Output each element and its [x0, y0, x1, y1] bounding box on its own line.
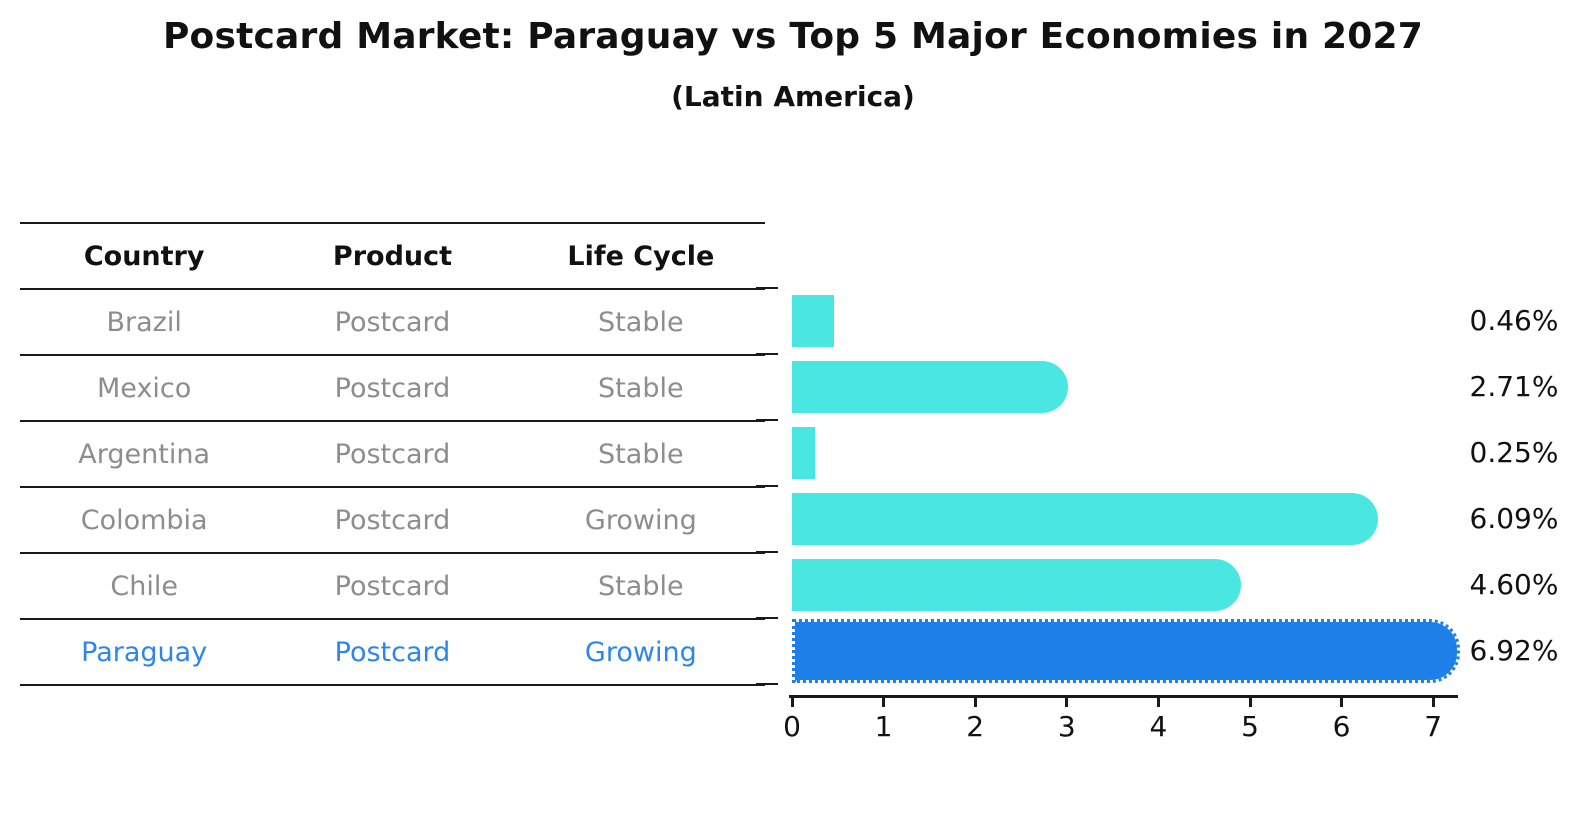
- table-cell-product: Postcard: [334, 570, 451, 602]
- table-cell-country: Paraguay: [81, 636, 208, 668]
- table-header-row: Country Product Life Cycle: [20, 224, 765, 290]
- value-label: 0.25%: [1469, 436, 1559, 469]
- x-axis-tick-label: 3: [1057, 710, 1076, 743]
- bar-paraguay: [792, 619, 1460, 683]
- x-axis-tick-label: 7: [1424, 710, 1443, 743]
- data-table: Country Product Life Cycle Brazil Postcard St…: [20, 222, 765, 686]
- y-tick: [756, 287, 778, 289]
- y-tick: [756, 419, 778, 421]
- x-axis-tick: [973, 698, 977, 707]
- bar-chile: [792, 559, 1242, 611]
- table-cell-life-cycle: Growing: [584, 504, 697, 536]
- table-header-cell-life-cycle: Life Cycle: [567, 240, 715, 272]
- y-tick: [756, 617, 778, 619]
- chart-subtitle: (Latin America): [671, 80, 915, 113]
- table-cell-product: Postcard: [334, 504, 451, 536]
- bar-mexico: [792, 361, 1069, 413]
- x-axis-tick-label: 5: [1241, 710, 1259, 743]
- table-cell-life-cycle: Growing: [584, 636, 697, 668]
- table-cell-life-cycle: Stable: [598, 372, 684, 404]
- table-cell-life-cycle: Stable: [598, 570, 684, 602]
- table-cell-product: Postcard: [334, 372, 451, 404]
- x-axis-tick-label: 4: [1149, 710, 1168, 743]
- table-cell-product: Postcard: [334, 636, 451, 668]
- table-cell-country: Chile: [110, 570, 178, 602]
- table-cell-country: Mexico: [97, 372, 192, 404]
- x-axis-line: [789, 695, 1458, 698]
- y-tick: [756, 353, 778, 355]
- x-axis-tick: [1065, 698, 1069, 707]
- x-axis-tick: [790, 698, 794, 707]
- table-cell-country: Brazil: [106, 306, 182, 338]
- x-axis-tick-label: 6: [1332, 710, 1351, 743]
- table-header-cell-product: Product: [332, 240, 453, 272]
- table-header-cell-country: Country: [83, 240, 205, 272]
- table-row: Chile Postcard Stable: [20, 554, 765, 620]
- x-axis-tick: [1340, 698, 1344, 707]
- table-row: Paraguay Postcard Growing: [20, 620, 765, 686]
- y-tick: [756, 683, 778, 685]
- value-label: 6.92%: [1469, 634, 1559, 667]
- bar-brazil: [792, 295, 835, 347]
- x-axis-tick: [1248, 698, 1252, 707]
- y-tick: [756, 551, 778, 553]
- x-axis-tick-label: 2: [966, 710, 985, 743]
- x-axis-tick: [1156, 698, 1160, 707]
- chart-title: Postcard Market: Paraguay vs Top 5 Major…: [162, 16, 1424, 57]
- table-cell-product: Postcard: [334, 438, 451, 470]
- value-label: 6.09%: [1469, 502, 1559, 535]
- table-cell-life-cycle: Stable: [598, 306, 684, 338]
- table-cell-country: Colombia: [80, 504, 208, 536]
- x-axis-tick: [1431, 698, 1435, 707]
- table-cell-country: Argentina: [78, 438, 211, 470]
- y-tick: [756, 485, 778, 487]
- x-axis-tick-label: 0: [783, 710, 801, 743]
- value-label: 0.46%: [1469, 304, 1559, 337]
- table-cell-life-cycle: Stable: [598, 438, 684, 470]
- value-label: 2.71%: [1469, 370, 1559, 403]
- table-row: Colombia Postcard Growing: [20, 488, 765, 554]
- table-row: Brazil Postcard Stable: [20, 290, 765, 356]
- table-cell-product: Postcard: [334, 306, 451, 338]
- x-axis-tick: [882, 698, 886, 707]
- table-row: Mexico Postcard Stable: [20, 356, 765, 422]
- value-label: 4.60%: [1469, 568, 1559, 601]
- table-row: Argentina Postcard Stable: [20, 422, 765, 488]
- x-axis-tick-label: 1: [874, 710, 893, 743]
- bar-argentina: [792, 427, 815, 479]
- bar-colombia: [792, 493, 1378, 545]
